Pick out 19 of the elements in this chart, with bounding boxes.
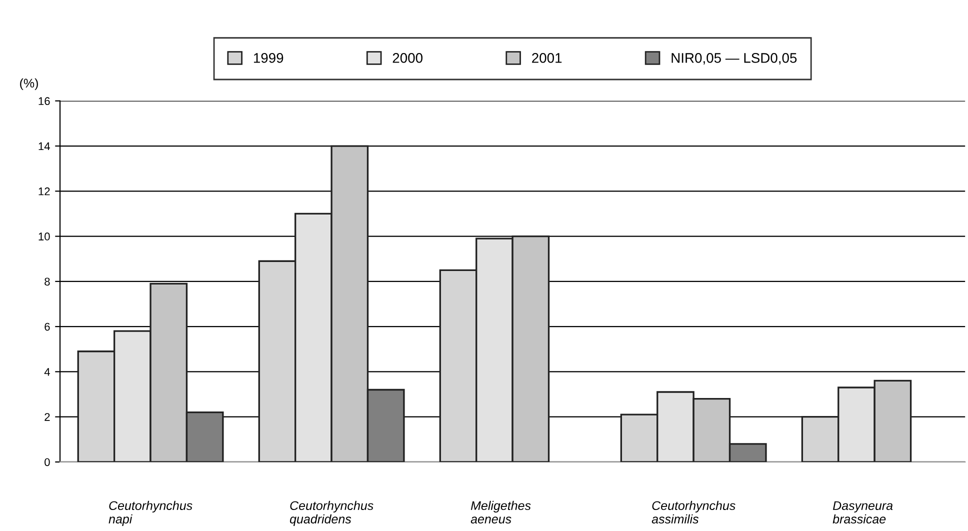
- y-tick-label: 8: [44, 278, 50, 286]
- x-tick-label: Ceutorhynchus assimilis: [652, 500, 736, 524]
- x-tick-label: Ceutorhynchus quadridens: [290, 500, 374, 526]
- y-tick-label: 2: [44, 413, 50, 421]
- y-tick-label: 16: [38, 97, 50, 106]
- legend-label: 2000: [392, 53, 422, 63]
- y-tick-label: 12: [38, 187, 50, 196]
- y-tick-label: 4: [44, 368, 50, 376]
- legend-label: NIR0,05 — LSD0,05: [672, 53, 797, 65]
- y-tick-label: 0: [44, 458, 50, 466]
- y-tick-label: 10: [38, 232, 50, 240]
- x-tick-label: Dasyneura brassicae: [832, 501, 893, 524]
- x-tick-label: Meligethes aeneus: [470, 500, 531, 524]
- y-axis-title: (%): [20, 78, 38, 90]
- y-tick-label: 14: [38, 142, 50, 150]
- x-tick-label: Ceutorhynchus napi: [108, 500, 192, 526]
- y-tick-label: 6: [44, 322, 50, 331]
- legend-label: 1999: [254, 53, 284, 63]
- legend-label: 2001: [532, 53, 562, 63]
